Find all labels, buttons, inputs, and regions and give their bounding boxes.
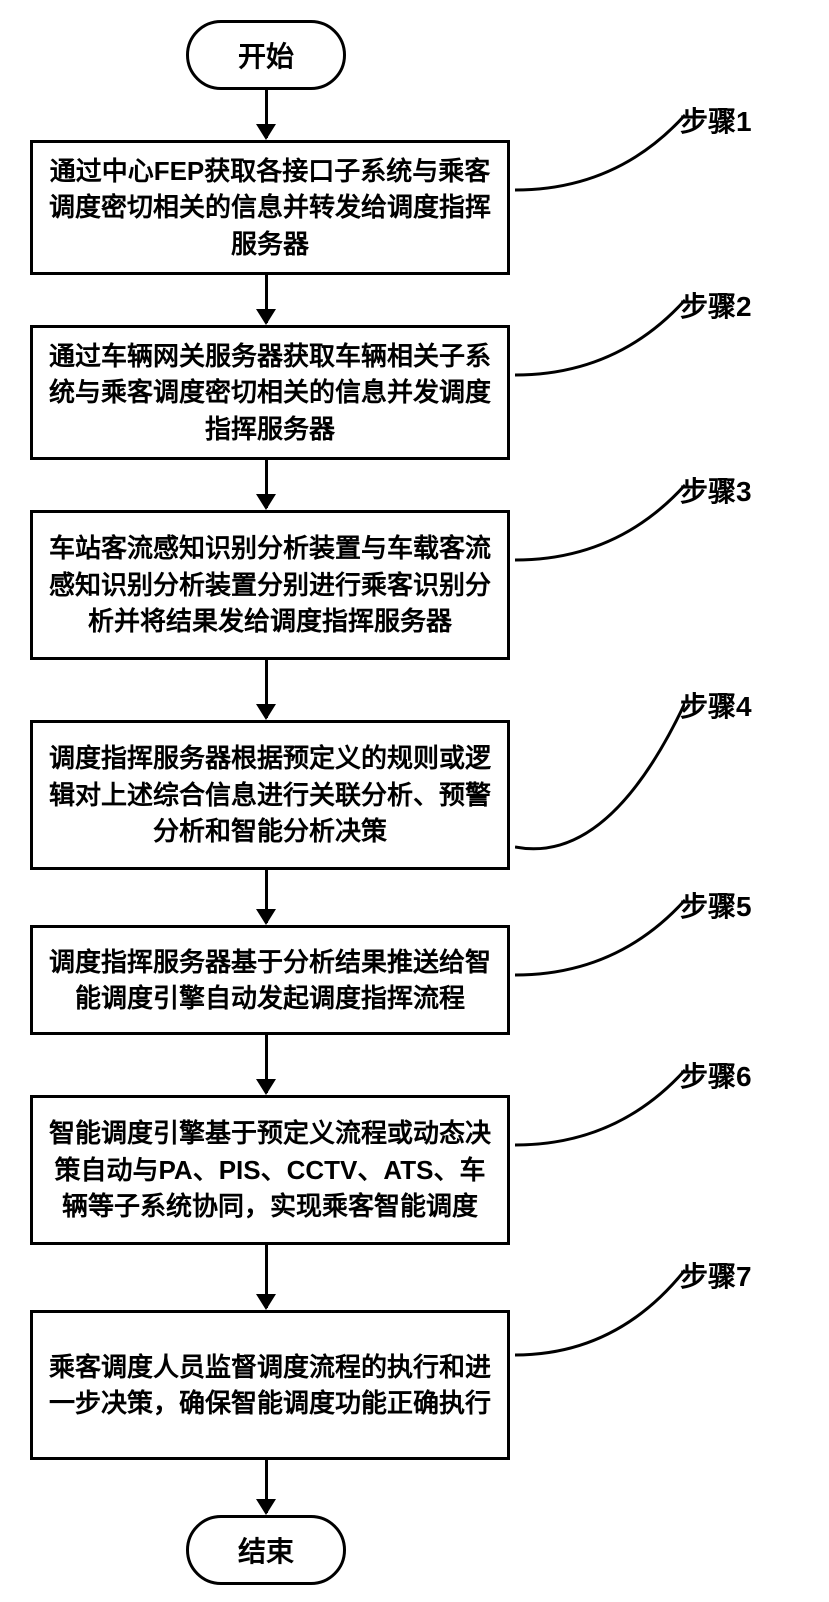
step-2-label: 步骤2 — [680, 285, 752, 325]
step-5-connector — [515, 890, 685, 980]
step-5-box: 调度指挥服务器基于分析结果推送给智能调度引擎自动发起调度指挥流程 — [30, 925, 510, 1035]
step-3-connector — [515, 475, 685, 565]
step-5-label: 步骤5 — [680, 885, 752, 925]
arrow-2 — [265, 275, 268, 323]
arrow-6 — [265, 1035, 268, 1093]
step-1-box: 通过中心FEP获取各接口子系统与乘客调度密切相关的信息并转发给调度指挥服务器 — [30, 140, 510, 275]
step-1-label: 步骤1 — [680, 100, 752, 140]
step-3-box: 车站客流感知识别分析装置与车载客流感知识别分析装置分别进行乘客识别分析并将结果发… — [30, 510, 510, 660]
step-4-label: 步骤4 — [680, 685, 752, 725]
step-6-connector — [515, 1060, 685, 1150]
step-4-box: 调度指挥服务器根据预定义的规则或逻辑对上述综合信息进行关联分析、预警分析和智能分… — [30, 720, 510, 870]
arrow-8 — [265, 1460, 268, 1513]
arrow-4 — [265, 660, 268, 718]
step-7-label: 步骤7 — [680, 1255, 752, 1295]
start-terminal: 开始 — [186, 20, 346, 90]
step-2-connector — [515, 290, 685, 380]
arrow-3 — [265, 460, 268, 508]
step-6-box: 智能调度引擎基于预定义流程或动态决策自动与PA、PIS、CCTV、ATS、车辆等… — [30, 1095, 510, 1245]
arrow-7 — [265, 1245, 268, 1308]
step-1-connector — [515, 105, 685, 195]
step-4-connector — [515, 695, 685, 855]
step-2-box: 通过车辆网关服务器获取车辆相关子系统与乘客调度密切相关的信息并发调度指挥服务器 — [30, 325, 510, 460]
arrow-5 — [265, 870, 268, 923]
step-7-connector — [515, 1260, 685, 1360]
step-7-box: 乘客调度人员监督调度流程的执行和进一步决策，确保智能调度功能正确执行 — [30, 1310, 510, 1460]
end-terminal: 结束 — [186, 1515, 346, 1585]
arrow-1 — [265, 90, 268, 138]
step-6-label: 步骤6 — [680, 1055, 752, 1095]
step-3-label: 步骤3 — [680, 470, 752, 510]
